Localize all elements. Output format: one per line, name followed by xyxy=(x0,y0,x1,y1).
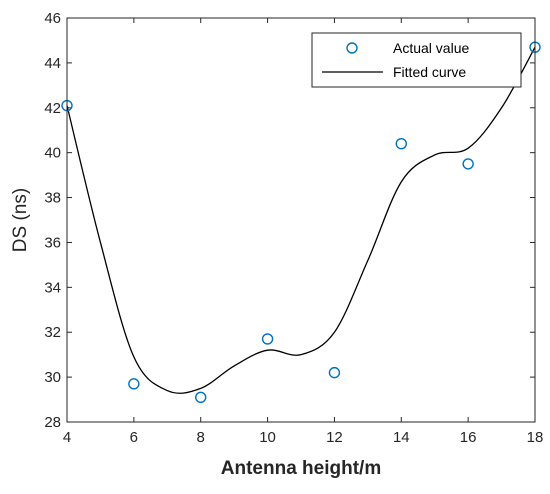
y-tick-label: 46 xyxy=(44,10,61,27)
fitted-curve-line xyxy=(66,46,536,394)
actual-value-point xyxy=(328,366,341,379)
fitted-curve-layer xyxy=(66,46,536,394)
y-tick-label: 40 xyxy=(44,145,61,162)
y-tick-label: 36 xyxy=(44,234,61,251)
x-tick-label: 16 xyxy=(460,429,477,446)
x-tick-label: 8 xyxy=(197,429,205,446)
legend-label-fitted: Fitted curve xyxy=(393,64,466,80)
legend-box xyxy=(311,32,522,88)
y-tick-label: 42 xyxy=(44,100,61,117)
legend-marker-actual xyxy=(346,42,358,54)
y-tick-label: 34 xyxy=(44,279,61,296)
legend: Actual value Fitted curve xyxy=(311,32,522,88)
actual-points-layer xyxy=(61,41,541,404)
y-tick-label: 44 xyxy=(44,55,61,72)
x-tick-label: 10 xyxy=(259,429,276,446)
x-tick-label: 14 xyxy=(393,429,410,446)
plot-frame xyxy=(66,17,536,423)
actual-value-point xyxy=(395,137,407,150)
y-ticks: 28 30 32 34 36 38 40 42 44 46 xyxy=(44,10,535,431)
y-tick-label: 30 xyxy=(44,369,61,386)
actual-value-point xyxy=(128,378,140,390)
x-tick-label: 12 xyxy=(326,429,343,446)
x-axis-label: Antenna height/m xyxy=(221,458,381,479)
y-axis-label: DS (ns) xyxy=(10,188,31,252)
actual-value-point xyxy=(261,333,274,345)
x-tick-label: 18 xyxy=(527,429,544,446)
x-tick-label: 6 xyxy=(130,429,138,446)
x-tick-label: 4 xyxy=(63,429,71,446)
x-ticks: 4 6 8 10 12 14 16 18 xyxy=(63,18,544,446)
y-tick-label: 32 xyxy=(44,324,61,341)
actual-value-point xyxy=(195,391,207,404)
y-tick-label: 38 xyxy=(44,190,61,207)
legend-label-actual: Actual value xyxy=(393,40,469,56)
actual-value-point xyxy=(462,158,474,170)
y-tick-label: 28 xyxy=(44,414,61,431)
